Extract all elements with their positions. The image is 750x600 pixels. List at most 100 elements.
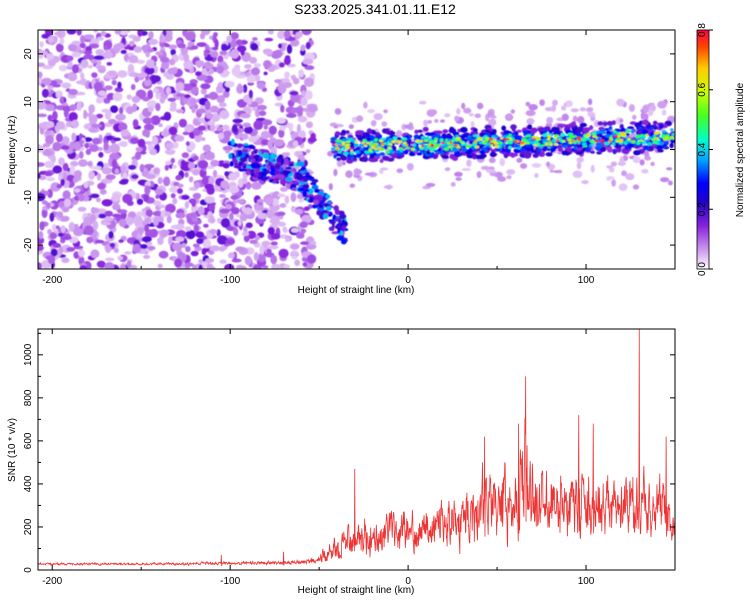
spectrogram-cell — [178, 118, 187, 128]
spectrogram-cell — [490, 115, 497, 119]
spectrogram-cell — [302, 176, 309, 183]
spectrogram-cell — [41, 33, 51, 39]
spectrogram-cell — [514, 149, 521, 154]
spectrogram-cell — [362, 156, 369, 163]
spectrogram-cell — [461, 147, 467, 153]
spectrogram-cell — [659, 141, 664, 146]
spectrogram-cell — [175, 212, 186, 219]
spectrogram-cell — [345, 140, 351, 144]
spectrogram-cell — [413, 134, 420, 140]
spectrogram-cell — [224, 81, 235, 88]
spectrogram-cell — [589, 139, 594, 143]
spectrogram-cell — [441, 135, 446, 140]
spectrogram-cell — [251, 151, 255, 156]
spectrogram-cell — [88, 171, 95, 180]
spectrogram-cell — [545, 142, 549, 146]
spectrogram-cell — [217, 132, 225, 140]
spectrogram-cell — [41, 77, 52, 86]
spectrogram-cell — [136, 211, 144, 217]
spectrogram-cell — [339, 144, 343, 147]
spectrogram-cell — [357, 137, 363, 141]
spectrogram-cell — [336, 153, 341, 157]
spectrogram-cell — [45, 135, 54, 145]
spectrogram-cell — [112, 203, 121, 211]
spectrogram-cell — [485, 137, 489, 141]
spectrogram-cell — [196, 238, 204, 245]
spectrogram-cell — [191, 106, 196, 114]
spectrogram-cell — [615, 140, 620, 143]
spectrogram-cell — [244, 126, 253, 134]
spectrogram-cell — [345, 170, 353, 178]
spectrogram-cell — [66, 55, 74, 62]
spectrogram-cell — [572, 135, 577, 138]
spectrogram-cell — [38, 100, 47, 110]
spectrogram-cell — [103, 142, 109, 151]
spectrogram-cell — [549, 169, 554, 173]
spectrogram-cell — [250, 168, 255, 174]
spectrogram-cell — [184, 262, 194, 267]
spectrogram-cell — [88, 43, 100, 49]
spectrogram-cell — [426, 144, 430, 148]
spectrogram-cell — [216, 95, 225, 104]
spectrogram-cell — [535, 136, 540, 141]
spectrogram-cell — [667, 137, 672, 141]
spectrogram-cell — [660, 177, 670, 183]
spectrogram-cell — [90, 249, 100, 259]
spectrogram-cell — [636, 141, 641, 145]
spectrogram-cell — [209, 35, 214, 40]
spectrogram-cell — [557, 169, 562, 174]
spectrogram-cell — [557, 123, 565, 128]
spectrogram-cell — [69, 165, 75, 175]
spectrogram-cell — [38, 262, 43, 269]
spectrogram-cell — [242, 84, 248, 93]
spectrogram-cell — [595, 130, 601, 134]
spectrogram-cell — [352, 157, 358, 162]
spectrogram-cell — [519, 141, 525, 145]
spectrogram-cell — [595, 136, 599, 140]
spectrogram-cell — [495, 148, 501, 152]
spectrogram-cell — [643, 113, 649, 121]
spectrogram-cell — [454, 171, 463, 177]
spectrogram-cell — [582, 139, 587, 142]
spectrogram-cell — [278, 62, 285, 68]
spectrogram-cell — [541, 144, 546, 147]
spectrogram-cell — [128, 164, 137, 170]
spectrogram-cell — [294, 259, 301, 267]
spectrogram-cell — [456, 108, 461, 115]
spectrogram-cell — [582, 127, 590, 133]
spectrogram-cell — [218, 102, 227, 108]
spectrogram-cell — [151, 75, 161, 83]
spectrogram-cell — [572, 115, 578, 123]
spectrogram-cell — [150, 148, 157, 156]
spectrogram-cell — [235, 39, 243, 46]
spectrogram-cell — [182, 131, 190, 136]
spectrogram-cell — [571, 121, 577, 127]
spectrogram-cell — [618, 138, 624, 143]
spectrogram-cell — [208, 214, 214, 224]
spectrogram-cell — [341, 141, 346, 144]
spectrogram-cell — [278, 248, 289, 259]
spectrogram-cell — [379, 139, 384, 143]
spectrogram-cell — [108, 231, 114, 239]
spectrogram-cell — [230, 38, 237, 49]
spectrogram-cell — [152, 136, 158, 146]
spectrogram-cell — [311, 204, 318, 209]
spectrogram-cell — [111, 159, 118, 169]
y-tick-label: 400 — [23, 475, 34, 492]
spectrogram-cell — [174, 135, 185, 142]
spectrogram-cell — [95, 65, 106, 70]
spectrogram-cell — [68, 88, 78, 96]
spectrogram-cell — [481, 137, 486, 140]
spectrogram-cell — [202, 144, 211, 153]
spectrogram-cell — [314, 188, 320, 193]
spectrogram-cell — [474, 113, 482, 119]
colorbar-tick-label: 0.4 — [697, 142, 708, 156]
spectrogram-cell — [243, 207, 253, 215]
spectrogram-cell — [292, 140, 299, 148]
spectrogram-cell — [340, 155, 348, 161]
spectrogram-cell — [532, 153, 539, 159]
spectrogram-cell — [488, 137, 493, 141]
spectrogram-cell — [614, 145, 621, 149]
spectrogram-cell — [62, 207, 70, 213]
spectrogram-cell — [85, 46, 92, 53]
